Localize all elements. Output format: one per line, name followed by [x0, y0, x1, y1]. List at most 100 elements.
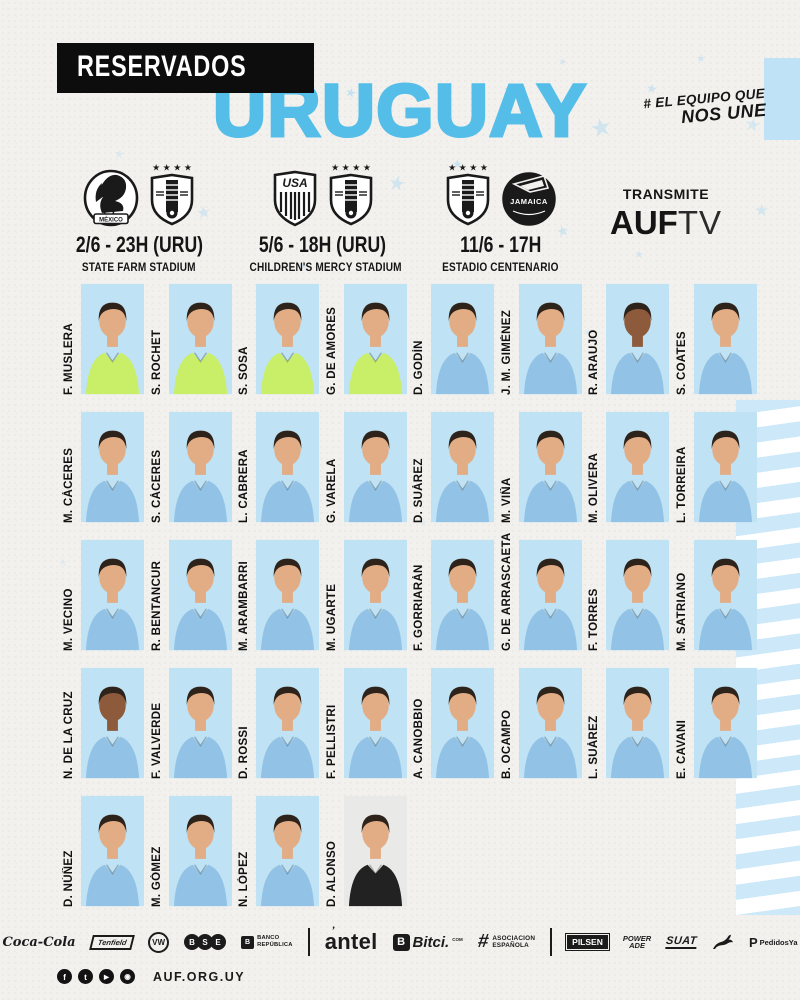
twitter-icon[interactable]: t	[78, 969, 93, 984]
puma-cat-icon	[712, 934, 734, 950]
player-cell: S. COATES	[670, 283, 758, 395]
player-name: G. VARELA	[325, 458, 338, 523]
player-cell: M. GÓMEZ	[145, 795, 233, 907]
squad-grid: F. MUSLERA S. ROCHET S. SOSA G. DE AMORES D.…	[57, 283, 757, 923]
star-icon: ★	[298, 259, 309, 273]
auf-tv-logo-bold: AUF	[610, 204, 678, 241]
volkswagen-logo: VW	[148, 931, 170, 953]
player-photo	[693, 667, 757, 779]
asociacion-espanola-logo: # ASOCIACION ESPAÑOLA	[476, 931, 536, 952]
svg-text:★ ★ ★ ★: ★ ★ ★ ★	[448, 163, 488, 173]
player-name: E. CAVANI	[675, 719, 688, 779]
suat-logo: SUAT	[665, 935, 698, 949]
player-cell: F. VALVERDE	[145, 667, 233, 779]
broadcast-label: TRANSMITE	[622, 186, 710, 202]
bitci-mark: B	[392, 933, 410, 951]
player-name: M. OLIVERA	[588, 452, 600, 523]
squad-row: F. MUSLERA S. ROCHET S. SOSA G. DE AMORES D.…	[57, 283, 757, 395]
star-icon: ★	[633, 248, 645, 262]
svg-text:JAMAICA: JAMAICA	[510, 197, 548, 206]
fixture-badges: ★ ★ ★ ★ JAMAICA	[418, 160, 583, 228]
player-photo	[693, 411, 757, 523]
player-photo	[168, 283, 232, 395]
sponsor-divider	[550, 928, 553, 956]
player-name: M. UGARTE	[325, 583, 338, 651]
player-name: M. CÁCERES	[63, 447, 75, 523]
player-name: M. ARAMBARRI	[238, 560, 250, 651]
facebook-icon[interactable]: f	[57, 969, 72, 984]
player-photo	[606, 667, 669, 779]
player-photo	[693, 539, 757, 651]
player-photo	[606, 283, 669, 395]
player-name: F. PELLISTRI	[325, 704, 338, 779]
player-photo	[256, 795, 319, 907]
squad-row: D. NÚÑEZ M. GÓMEZ N. LÓPEZ D. ALONSO	[57, 795, 757, 907]
player-name: G. DE AMORES	[325, 306, 338, 395]
player-name: A. CANOBBIO	[413, 698, 425, 779]
youtube-icon[interactable]: ▶	[99, 969, 114, 984]
player-photo	[81, 411, 144, 523]
player-name: L. CABRERA	[238, 449, 250, 523]
player-photo	[256, 411, 319, 523]
banco-republica-logo: B BANCO REPÚBLICA	[241, 935, 293, 949]
player-photo	[256, 667, 319, 779]
player-cell: S. ROCHET	[145, 283, 233, 395]
player-photo	[693, 283, 757, 395]
player-photo	[81, 795, 144, 907]
player-cell: M. SATRIANO	[670, 539, 758, 651]
player-photo	[343, 283, 407, 395]
player-photo	[606, 539, 669, 651]
star-icon: ★	[112, 146, 126, 162]
jamaica-badge-icon: JAMAICA	[501, 172, 556, 226]
svg-text:★ ★ ★ ★: ★ ★ ★ ★	[152, 163, 192, 173]
player-cell: S. SOSA	[232, 283, 320, 395]
svg-text:MÉXICO: MÉXICO	[99, 215, 123, 223]
player-cell: M. CÁCERES	[57, 411, 145, 523]
player-name: S. CÁCERES	[150, 449, 163, 523]
pilsen-logo: PILSEN	[565, 933, 610, 951]
star-icon: ★	[452, 157, 463, 171]
antel-logo: ’ antel	[324, 924, 378, 954]
powerade-logo: POWER ADE	[622, 933, 652, 950]
player-name: L. SUÁREZ	[588, 715, 600, 779]
player-cell: R. ARAUJO	[582, 283, 670, 395]
player-cell: D. GODÍN	[407, 283, 495, 395]
player-photo	[431, 283, 494, 395]
mexico-badge-icon: MÉXICO	[83, 169, 139, 227]
player-cell: D. NÚÑEZ	[57, 795, 145, 907]
player-photo	[168, 411, 232, 523]
star-icon: ★	[696, 53, 706, 65]
player-cell: M. ARAMBARRI	[232, 539, 320, 651]
player-cell: N. DE LA CRUZ	[57, 667, 145, 779]
squad-row: M. CÁCERES S. CÁCERES L. CABRERA G. VARELA D…	[57, 411, 757, 523]
fixture-datetime: 5/6 - 18H (URU)	[258, 232, 387, 257]
reservados-label: RESERVADOS	[77, 50, 247, 83]
star-icon: ★	[238, 647, 247, 658]
star-icon: ★	[413, 112, 434, 138]
player-cell: M. VECINO	[57, 539, 145, 651]
svg-text:USA: USA	[282, 176, 307, 190]
reservados-banner: RESERVADOS	[57, 43, 315, 93]
auf-tv-logo-light: TV	[677, 204, 722, 241]
player-cell: L. SUÁREZ	[582, 667, 670, 779]
player-photo	[81, 667, 144, 779]
player-name: R. ARAUJO	[588, 329, 600, 395]
player-name: D. ALONSO	[325, 840, 338, 907]
fixture-venue: STATE FARM STADIUM	[82, 260, 196, 274]
fixture-badges: MÉXICO ★ ★ ★ ★	[53, 160, 225, 228]
player-cell: F. GORRIARÁN	[407, 539, 495, 651]
uruguay-badge-icon: ★ ★ ★ ★	[329, 163, 372, 226]
squad-row: M. VECINO R. BENTANCUR M. ARAMBARRI M. UGAR…	[57, 532, 758, 651]
player-cell: N. LÓPEZ	[232, 795, 320, 907]
fixture-venue: CHILDREN'S MERCY STADIUM	[249, 260, 402, 274]
player-cell: E. CAVANI	[670, 667, 758, 779]
squad-row: N. DE LA CRUZ F. VALVERDE D. ROSSI F. PELLI…	[57, 667, 757, 779]
instagram-icon[interactable]: ◉	[120, 969, 135, 984]
player-cell: L. TORREIRA	[670, 411, 758, 523]
player-cell: D. ROSSI	[232, 667, 320, 779]
website-link[interactable]: AUF.ORG.UY	[153, 969, 246, 984]
player-photo	[168, 795, 232, 907]
svg-text:★ ★ ★ ★: ★ ★ ★ ★	[331, 163, 371, 173]
player-cell: L. CABRERA	[232, 411, 320, 523]
